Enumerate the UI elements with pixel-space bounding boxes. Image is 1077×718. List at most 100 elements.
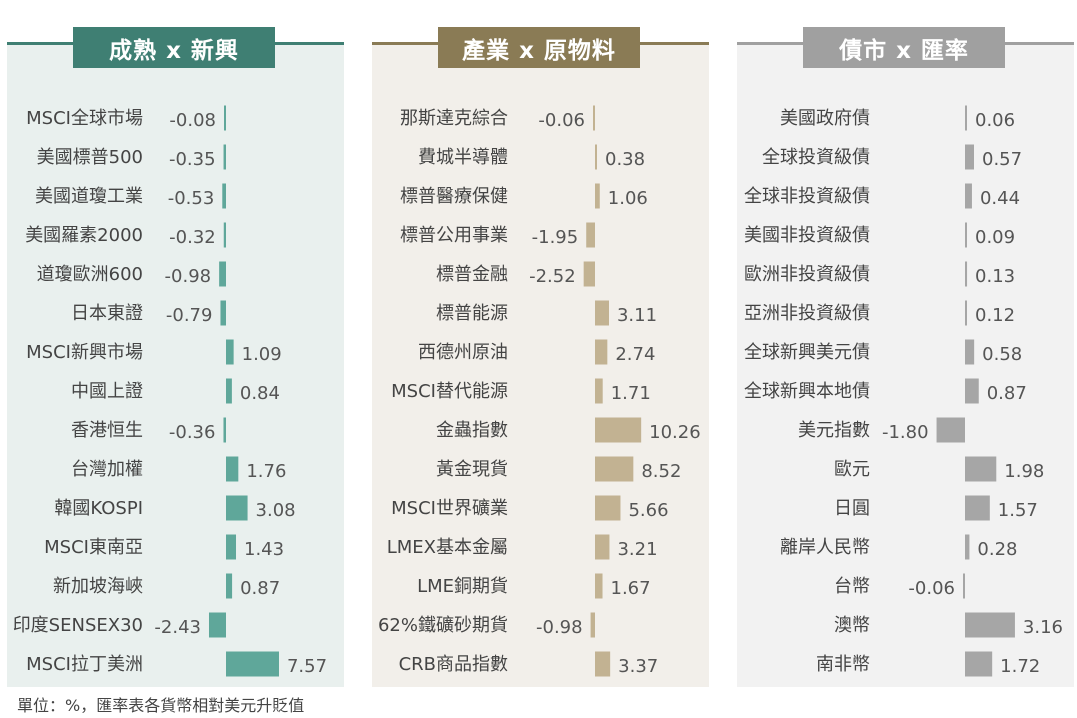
value-label: -0.98	[536, 617, 583, 638]
value-label: 1.09	[242, 344, 282, 365]
bar	[965, 144, 975, 170]
bar	[208, 612, 226, 638]
panel-background	[7, 44, 344, 687]
bar	[595, 144, 597, 170]
bar	[595, 495, 621, 521]
value-label: 0.12	[975, 305, 1015, 326]
bar	[595, 183, 600, 209]
category-label: 標普金融	[436, 264, 508, 285]
category-label: 美國羅素2000	[25, 225, 143, 246]
bar	[965, 495, 990, 521]
category-label: 全球新興本地債	[744, 381, 870, 402]
category-label: LME銅期貨	[417, 576, 508, 597]
value-label: -0.79	[166, 305, 213, 326]
value-label: 5.66	[628, 500, 668, 521]
category-label: MSCI全球市場	[26, 108, 143, 129]
category-label: 中國上證	[71, 381, 143, 402]
category-label: 美國政府債	[780, 108, 870, 129]
bar	[595, 651, 611, 677]
bar	[965, 456, 997, 482]
value-label: -1.80	[882, 422, 929, 443]
category-label: 美國道瓊工業	[35, 186, 143, 207]
bar	[226, 651, 279, 677]
value-label: 3.16	[1023, 617, 1063, 638]
category-label: MSCI替代能源	[391, 381, 508, 402]
panel-background	[737, 44, 1074, 687]
category-label: 日圓	[834, 498, 870, 519]
bar-chart-mature-emerging: MSCI全球市場 -0.08 美國標普500 -0.35 美國道瓊工業 -0.53 美國羅素…	[13, 105, 327, 677]
bar	[595, 339, 608, 365]
bar	[226, 534, 237, 560]
category-label: 全球投資級債	[762, 147, 870, 168]
category-label: 新加坡海峽	[53, 576, 143, 597]
value-label: 3.08	[256, 500, 296, 521]
panel-bond-fx: 債市 x 匯率 美國政府債 0.06 全球投資級債 0.57 全球非投資級債 0.44 美國…	[737, 0, 1074, 718]
value-label: 0.06	[975, 110, 1015, 131]
category-label: 澳幣	[834, 615, 870, 636]
category-label: 美國標普500	[37, 147, 143, 168]
bar	[965, 300, 967, 326]
value-label: 0.84	[240, 383, 280, 404]
bar	[223, 222, 226, 248]
bar	[965, 378, 979, 404]
bar	[223, 144, 226, 170]
bar	[936, 417, 965, 443]
bar	[226, 456, 239, 482]
value-label: 7.57	[287, 656, 327, 677]
category-label: MSCI新興市場	[26, 342, 143, 363]
category-label: 全球非投資級債	[744, 186, 870, 207]
value-label: 0.38	[605, 149, 645, 170]
value-label: 10.26	[649, 422, 701, 443]
value-label: 1.57	[998, 500, 1038, 521]
bar	[226, 573, 233, 599]
bar	[219, 261, 226, 287]
value-label: 0.57	[982, 149, 1022, 170]
bar	[223, 417, 226, 443]
category-label: 離岸人民幣	[780, 537, 870, 558]
category-label: 62%鐵礦砂期貨	[378, 615, 508, 636]
bar	[220, 300, 226, 326]
bar	[963, 573, 965, 599]
panel-title: 成熟 x 新興	[73, 27, 275, 68]
category-label: 美元指數	[798, 420, 870, 441]
category-label: CRB商品指數	[399, 654, 508, 675]
panel-mature-emerging: 成熟 x 新興 MSCI全球市場 -0.08 美國標普500 -0.35 美國道瓊工業 -…	[7, 0, 344, 718]
panel-industry-commodity: 產業 x 原物料 那斯達克綜合 -0.06 費城半導體 0.38 標普醫療保健 1.06 標…	[372, 0, 709, 718]
bar-chart-industry-commodity: 那斯達克綜合 -0.06 費城半導體 0.38 標普醫療保健 1.06 標普公用事業 -1.9…	[378, 105, 701, 677]
value-label: 3.21	[617, 539, 657, 560]
bar	[593, 105, 595, 131]
category-label: 費城半導體	[418, 147, 508, 168]
category-label: 亞洲非投資級債	[744, 303, 870, 324]
bar	[595, 534, 610, 560]
value-label: 3.37	[618, 656, 658, 677]
value-label: -0.36	[169, 422, 216, 443]
value-label: -0.06	[538, 110, 585, 131]
category-label: MSCI拉丁美洲	[26, 654, 143, 675]
category-label: 韓國KOSPI	[54, 498, 143, 519]
value-label: 1.72	[1000, 656, 1040, 677]
value-label: -0.32	[169, 227, 216, 248]
category-label: 台灣加權	[71, 459, 143, 480]
bar	[226, 378, 232, 404]
value-label: 0.58	[982, 344, 1022, 365]
panel-title: 債市 x 匯率	[803, 27, 1005, 68]
category-label: LMEX基本金屬	[387, 537, 508, 558]
category-label: 歐元	[834, 459, 870, 480]
bar	[226, 495, 248, 521]
category-label: 黃金現貨	[436, 459, 508, 480]
value-label: 1.76	[246, 461, 286, 482]
panel-title: 產業 x 原物料	[438, 27, 640, 68]
bar	[595, 300, 609, 326]
category-label: 歐洲非投資級債	[744, 264, 870, 285]
value-label: -0.06	[908, 578, 955, 599]
category-label: 標普醫療保健	[400, 186, 508, 207]
category-label: 美國非投資級債	[744, 225, 870, 246]
category-label: 印度SENSEX30	[13, 615, 143, 636]
category-label: 金蟲指數	[436, 420, 508, 441]
category-label: 標普能源	[436, 303, 508, 324]
bar	[965, 534, 970, 560]
bar	[965, 183, 972, 209]
value-label: 1.71	[611, 383, 651, 404]
bar	[965, 222, 967, 248]
category-label: 全球新興美元債	[744, 342, 870, 363]
